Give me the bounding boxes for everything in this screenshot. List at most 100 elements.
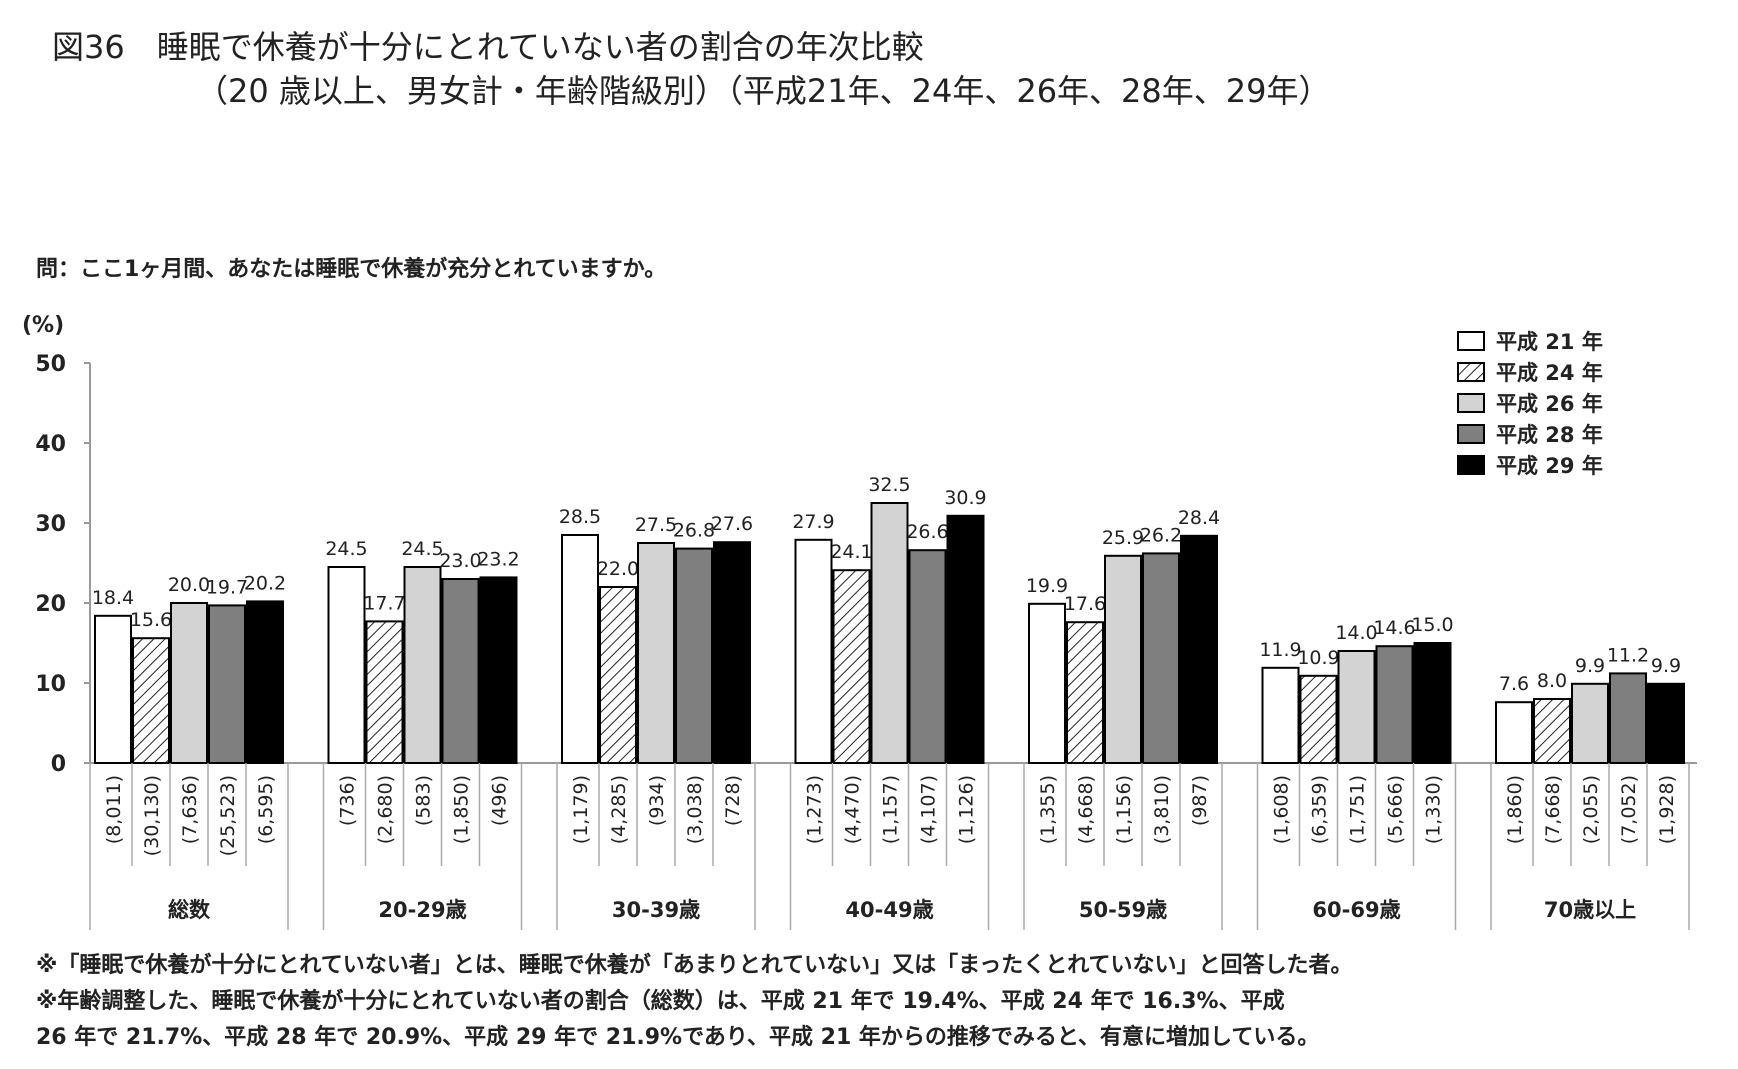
sample-size-label: (4,285) (608, 775, 630, 844)
footnote-2: ※年齢調整した、睡眠で休養が十分にとれていない者の割合（総数）は、平成 21 年… (36, 988, 1285, 1014)
bar (832, 569, 871, 765)
data-label: 27.5 (635, 514, 677, 536)
bar (1337, 650, 1376, 764)
category-label: 60-69歳 (1312, 898, 1400, 922)
bar (908, 549, 947, 765)
data-label: 26.8 (673, 520, 715, 542)
sample-size-label: (7,636) (179, 775, 201, 844)
y-tick-label: 0 (51, 752, 66, 777)
sample-size-label: (5,666) (1385, 775, 1407, 844)
data-label: 19.7 (206, 576, 248, 598)
data-label: 30.9 (944, 487, 986, 509)
sample-size-label: (1,850) (451, 775, 473, 844)
bar (1299, 674, 1338, 764)
category-label: 総数 (168, 898, 211, 922)
data-label: 25.9 (1102, 527, 1144, 549)
data-label: 11.9 (1259, 639, 1301, 661)
legend-swatch (1457, 424, 1485, 444)
sample-size-label: (1,860) (1504, 775, 1526, 844)
sample-size-label: (1,751) (1347, 775, 1369, 844)
data-label: 17.7 (363, 592, 405, 614)
sample-size-label: (496) (489, 775, 511, 826)
sample-size-label: (6,359) (1309, 775, 1331, 844)
bar (1180, 534, 1218, 764)
bar (1142, 552, 1180, 765)
data-label: 20.2 (244, 572, 286, 594)
data-label: 7.6 (1499, 673, 1529, 695)
survey-question: 問：ここ1ヶ月間、あなたは睡眠で休養が充分とれていますか。 (36, 256, 666, 282)
data-label: 32.5 (868, 474, 910, 496)
bar (870, 502, 909, 764)
bar (794, 538, 833, 764)
sample-size-label: (3,810) (1151, 775, 1173, 844)
sample-size-label: (1,179) (570, 775, 592, 844)
sample-size-label: (583) (413, 775, 435, 826)
data-label: 23.0 (439, 550, 481, 572)
legend-swatch (1457, 331, 1485, 351)
bar (946, 514, 985, 764)
data-label: 14.0 (1335, 622, 1377, 644)
sample-size-label: (1,126) (956, 775, 978, 844)
y-axis-label: (%) (22, 313, 64, 338)
sample-size-label: (7,052) (1618, 775, 1640, 844)
bar (637, 542, 675, 764)
sample-size-label: (934) (646, 775, 668, 826)
data-label: 27.6 (711, 513, 753, 535)
bar (208, 604, 246, 765)
bar (403, 566, 442, 764)
bar (1495, 701, 1533, 765)
legend-label: 平成 28 年 (1496, 423, 1603, 447)
category-label: 20-29歳 (378, 898, 466, 922)
category-label: 30-39歳 (612, 898, 700, 922)
sample-size-label: (1,330) (1423, 775, 1445, 844)
category-label: 70歳以上 (1544, 898, 1636, 922)
data-label: 19.9 (1026, 575, 1068, 597)
data-label: 24.5 (325, 538, 367, 560)
footnote-3: 26 年で 21.7%、平成 28 年で 20.9%、平成 29 年で 21.9… (36, 1024, 1319, 1050)
data-label: 26.2 (1140, 524, 1182, 546)
sample-size-label: (2,680) (375, 775, 397, 844)
bar (94, 614, 132, 764)
bar (170, 602, 208, 764)
bar (1533, 698, 1571, 764)
sample-size-label: (4,107) (918, 775, 940, 844)
data-label: 22.0 (597, 558, 639, 580)
sample-size-label: (7,668) (1542, 775, 1564, 844)
chart-title-line1: 図36 睡眠で休養が十分にとれていない者の割合の年次比較 (52, 28, 924, 66)
bar (713, 541, 751, 765)
data-label: 15.0 (1411, 614, 1453, 636)
sample-size-label: (4,668) (1075, 775, 1097, 844)
bar (599, 586, 637, 764)
data-label: 10.9 (1297, 647, 1339, 669)
bar (132, 637, 170, 765)
bar (561, 534, 599, 764)
data-label: 24.5 (401, 538, 443, 560)
bar (441, 578, 480, 764)
data-label: 8.0 (1537, 670, 1567, 692)
sample-size-label: (3,038) (684, 775, 706, 844)
legend-label: 平成 24 年 (1496, 361, 1603, 385)
y-tick-label: 40 (35, 432, 66, 457)
y-tick-label: 20 (35, 592, 66, 617)
data-label: 17.6 (1064, 593, 1106, 615)
chart-title-line2: （20 歳以上、男女計・年齢階級別）（平成21年、24年、26年、28年、29年… (196, 72, 1331, 110)
sample-size-label: (736) (337, 775, 359, 826)
sample-size-label: (1,928) (1656, 775, 1678, 844)
category-label: 40-49歳 (845, 898, 933, 922)
sample-size-label: (8,011) (103, 775, 125, 844)
sample-size-label: (25,523) (217, 775, 239, 856)
data-label: 11.2 (1607, 644, 1649, 666)
bar (1028, 602, 1066, 764)
data-label: 9.9 (1651, 655, 1681, 677)
y-tick-label: 30 (35, 512, 66, 537)
sample-size-label: (4,470) (842, 775, 864, 844)
bar (1066, 621, 1104, 765)
y-tick-label: 10 (35, 672, 66, 697)
sample-size-label: (30,130) (141, 775, 163, 856)
sample-size-label: (1,156) (1113, 775, 1135, 844)
bar (1647, 682, 1685, 764)
sample-size-label: (1,273) (804, 775, 826, 844)
data-label: 24.1 (830, 541, 872, 563)
sample-size-label: (6,595) (255, 775, 277, 844)
bar (246, 600, 284, 765)
